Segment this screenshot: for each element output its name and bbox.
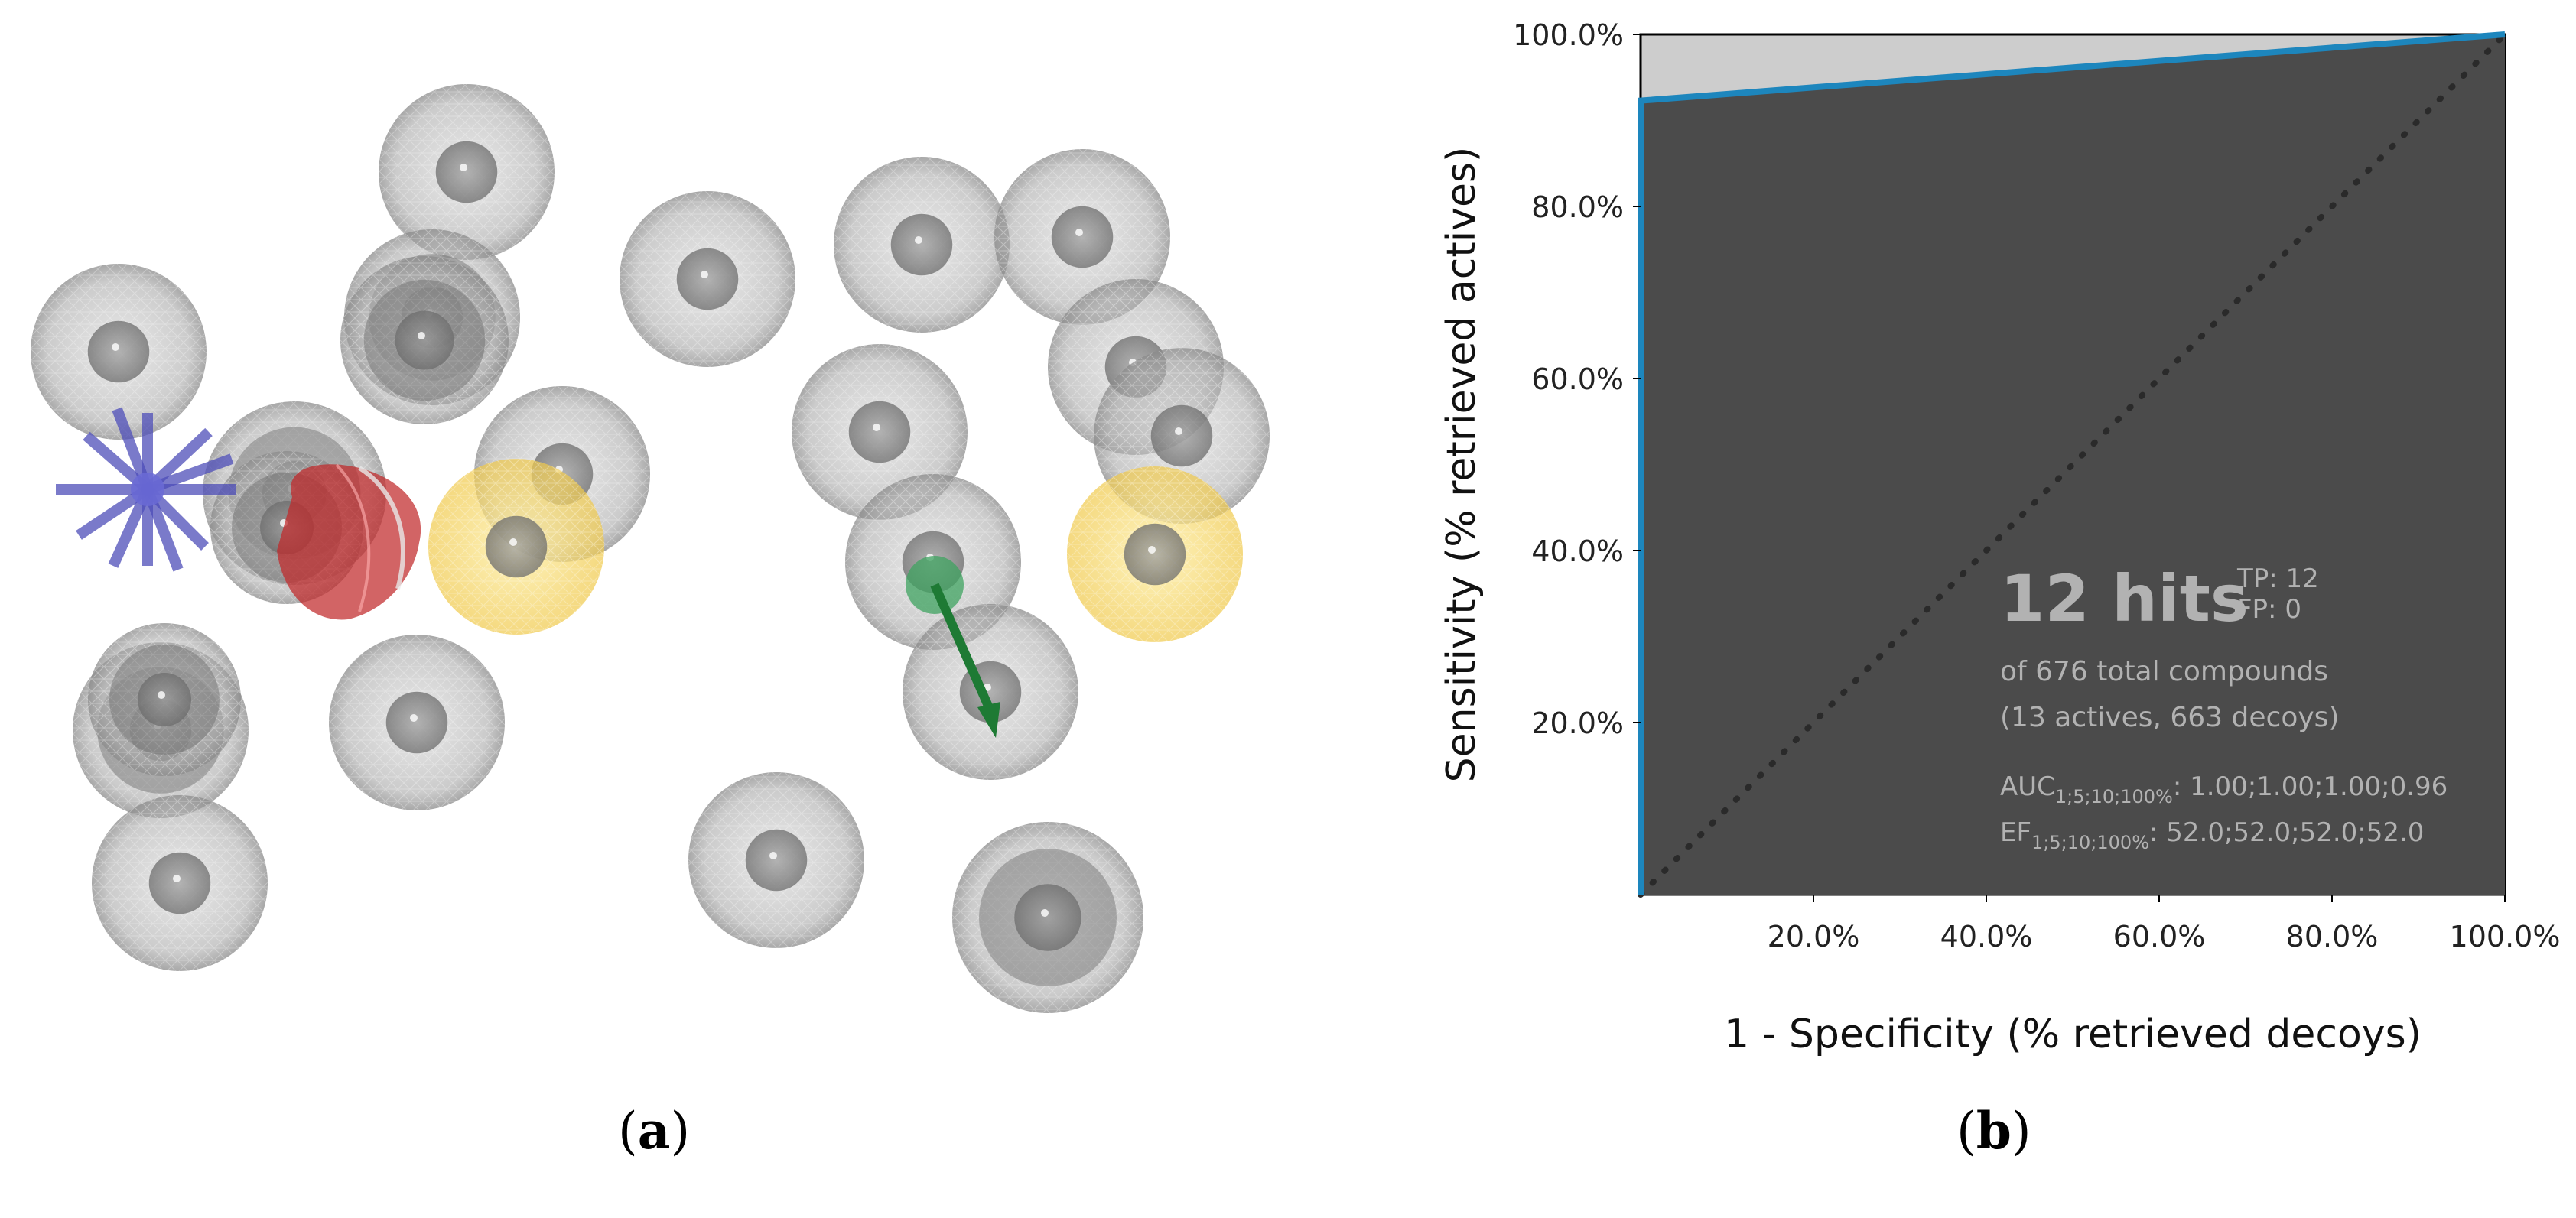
compound-composition: (13 actives, 663 decoys)	[2000, 702, 2339, 733]
y-axis-label: Sensitivity (% retrieved actives)	[1439, 147, 1485, 783]
ef-metric-values: : 52.0;52.0;52.0;52.0	[2149, 817, 2424, 848]
x-tick-label: 40.0%	[1940, 920, 2033, 953]
exclusion-sphere	[329, 635, 505, 810]
total-compounds: of 676 total compounds	[2000, 656, 2328, 687]
panel-label-a-text: (a)	[618, 1101, 691, 1161]
false-positives: FP: 0	[2237, 594, 2301, 625]
y-tick-label: 40.0%	[1531, 534, 1624, 568]
exclusion-sphere	[340, 256, 509, 424]
roc-plot: 20.0% 40.0% 60.0% 80.0% 100.0% 20.0% 40.0% 60.0…	[1439, 18, 2560, 1057]
roc-curve	[1638, 31, 2506, 895]
exclusion-volume-spheres	[31, 84, 1270, 1013]
x-tick-label: 100.0%	[2450, 920, 2561, 953]
exclusion-sphere	[31, 264, 207, 440]
ef-metric: EF1;5;10;100%: 52.0;52.0;52.0;52.0	[2000, 817, 2424, 853]
auc-metric: AUC1;5;10;100%: 1.00;1.00;1.00;0.96	[2000, 771, 2448, 807]
x-axis-label: 1 - Specificity (% retrieved decoys)	[1724, 1012, 2422, 1057]
y-tick-label: 60.0%	[1531, 362, 1624, 396]
exclusion-sphere	[88, 623, 241, 776]
true-positives: TP: 12	[2236, 564, 2319, 594]
auc-metric-label: AUC	[2000, 771, 2055, 802]
ef-metric-subscript: 1;5;10;100%	[2031, 832, 2149, 853]
y-tick-label: 80.0%	[1531, 190, 1624, 224]
panel-label-b-text: (b)	[1956, 1101, 2031, 1161]
x-tick-label: 20.0%	[1768, 920, 1860, 953]
pharmacophore-view	[31, 84, 1270, 1013]
exclusion-sphere	[379, 84, 555, 260]
y-tick-label: 100.0%	[1513, 18, 1624, 52]
exclusion-sphere	[688, 772, 864, 948]
y-tick-label: 20.0%	[1531, 706, 1624, 740]
x-tick-label: 80.0%	[2286, 920, 2379, 953]
exclusion-sphere	[952, 822, 1143, 1013]
hydrophobic-sphere	[1067, 466, 1243, 642]
auc-metric-subscript: 1;5;10;100%	[2055, 786, 2173, 807]
exclusion-sphere	[903, 604, 1078, 780]
aromatic-ring-icon	[56, 407, 236, 572]
hydrophobic-sphere	[428, 459, 604, 635]
random-diagonal	[1638, 31, 2508, 898]
x-tick-label: 60.0%	[2113, 920, 2206, 953]
hits-count: 12 hits	[2000, 561, 2249, 636]
ef-metric-label: EF	[2000, 817, 2031, 848]
panel-letter-b: b	[1976, 1101, 2012, 1161]
hbond-donor-icon	[906, 556, 1000, 738]
exclusion-sphere	[834, 157, 1010, 333]
auc-metric-values: : 1.00;1.00;1.00;0.96	[2173, 771, 2448, 802]
exclusion-sphere	[620, 191, 795, 367]
panel-letter-a: a	[637, 1101, 671, 1161]
exclusion-sphere	[92, 795, 268, 971]
hbond-acceptor-icon	[277, 463, 421, 620]
